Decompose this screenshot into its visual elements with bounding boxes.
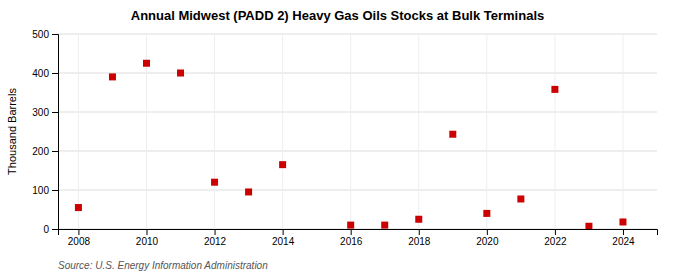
- y-grid-line: [58, 34, 657, 35]
- title: Annual Midwest (PADD 2) Heavy Gas Oils S…: [131, 8, 544, 23]
- x-tick: 2020: [476, 229, 499, 247]
- point: [109, 73, 116, 80]
- point: [517, 195, 524, 202]
- y-tick-label: 400: [32, 68, 49, 79]
- x-axis-line: [59, 230, 658, 236]
- x-tick-label: 2018: [408, 236, 431, 247]
- x-tick: 2022: [544, 229, 567, 247]
- x-grid-line: [486, 34, 487, 229]
- point: [551, 86, 558, 93]
- x-tick: 2012: [204, 229, 227, 247]
- points: [75, 60, 627, 229]
- x-tick-mark: [78, 229, 79, 235]
- point: [619, 218, 626, 225]
- x-tick-label: 2010: [136, 236, 159, 247]
- point: [75, 204, 82, 211]
- x-tick-mark: [215, 229, 216, 235]
- y-tick: 0: [43, 224, 58, 235]
- x-tick-label: 2024: [612, 236, 635, 247]
- x-grid-line: [78, 34, 79, 229]
- y-tick-mark: [52, 73, 58, 74]
- x-tick: 2024: [612, 229, 635, 247]
- x-tick: 2010: [136, 229, 159, 247]
- y-grid-line: [58, 73, 657, 74]
- x-grid-line: [554, 34, 555, 229]
- x-tick-mark: [351, 229, 352, 235]
- x-tick-label: 2014: [272, 236, 295, 247]
- x-axis: 2008 2010 2012 2014 2016 2018 2020 2022 2024: [59, 229, 658, 247]
- y-tick-mark: [52, 151, 58, 152]
- x-tick: 2016: [340, 229, 363, 247]
- x-tick-mark: [146, 229, 147, 235]
- y-tick-label: 0: [43, 224, 49, 235]
- point: [143, 60, 150, 67]
- y-tick: 200: [32, 146, 58, 157]
- y-grid-line: [58, 112, 657, 113]
- y-tick: 300: [32, 107, 58, 118]
- x-tick-mark: [487, 229, 488, 235]
- y-tick-label: 300: [32, 107, 49, 118]
- x-grid-line: [622, 34, 623, 229]
- y-tick-mark: [52, 112, 58, 113]
- point: [245, 188, 252, 195]
- point: [177, 70, 184, 77]
- chart: 2008 2010 2012 2014 2016 2018 2020 2022 2024 0 100…: [0, 0, 675, 275]
- grid: [58, 34, 657, 229]
- y-tick-mark: [52, 34, 58, 35]
- x-tick-label: 2008: [68, 236, 91, 247]
- x-tick-label: 2016: [340, 236, 363, 247]
- x-tick: 2008: [68, 229, 91, 247]
- y-axis-line: [52, 35, 59, 230]
- point: [585, 223, 592, 229]
- y-grid-line: [58, 151, 657, 152]
- x-tick-label: 2012: [204, 236, 227, 247]
- x-grid-line: [418, 34, 419, 229]
- point: [381, 222, 388, 229]
- y-tick-mark: [52, 229, 58, 230]
- plot-area: 2008 2010 2012 2014 2016 2018 2020 2022 2024 0 100…: [32, 29, 657, 247]
- y-tick: 100: [32, 185, 58, 196]
- y-tick-label: 200: [32, 146, 49, 157]
- y-axis-title: Thousand Barrels: [6, 88, 18, 175]
- y-grid-line: [58, 190, 657, 191]
- x-tick: 2014: [272, 229, 295, 247]
- x-tick-label: 2020: [476, 236, 499, 247]
- y-tick: 400: [32, 68, 58, 79]
- y-tick-label: 100: [32, 185, 49, 196]
- x-tick: 2018: [408, 229, 431, 247]
- y-axis: 0 100 200 300 400 500: [32, 29, 58, 235]
- point: [483, 210, 490, 217]
- x-grid-line: [350, 34, 351, 229]
- x-tick-mark: [283, 229, 284, 235]
- point: [211, 179, 218, 186]
- y-tick-mark: [52, 190, 58, 191]
- source: Source: U.S. Energy Information Administ…: [58, 260, 268, 271]
- x-tick-mark: [623, 229, 624, 235]
- point: [449, 131, 456, 138]
- point: [279, 161, 286, 168]
- x-grid-line: [282, 34, 283, 229]
- point: [415, 216, 422, 223]
- point: [347, 222, 354, 229]
- x-grid-line: [214, 34, 215, 229]
- y-tick: 500: [32, 29, 58, 40]
- x-tick-label: 2022: [544, 236, 567, 247]
- x-tick-mark: [555, 229, 556, 235]
- y-tick-label: 500: [32, 29, 49, 40]
- x-tick-mark: [419, 229, 420, 235]
